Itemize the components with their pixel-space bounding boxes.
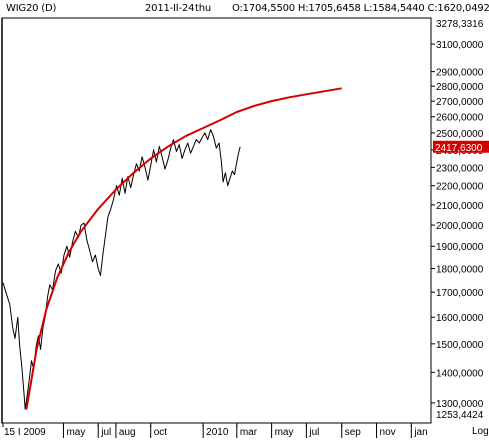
plot-frame [1,17,432,424]
y-tick-label: 1400,0000 [436,368,484,379]
y-tick-label: 1500,0000 [436,340,484,351]
y-tick-label: 1600,0000 [436,313,484,324]
x-tick-label: 2010 [206,427,229,438]
x-tick-label: jul [100,427,111,438]
x-tick-label: jan [413,427,427,438]
x-tick-label: nov [380,427,396,438]
y-tick-label: 1700,0000 [436,288,484,299]
date-label: 2011-II-24 [145,3,195,14]
y-tick-label: 2900,0000 [436,68,484,79]
log-scale-label: Log [472,426,489,437]
weekday-label: thu [195,3,211,14]
current-value-box [433,140,489,153]
y-tick-label: 2000,0000 [436,221,484,232]
y-tick-label: 2700,0000 [436,97,484,108]
x-tick-label: may [275,427,294,438]
y-min-label: 1253,4424 [436,410,484,421]
y-max-label: 3278,3316 [436,19,484,30]
x-tick-label: may [66,427,85,438]
x-tick-label: aug [119,427,136,438]
ohlc-label: O:1704,5500 H:1705,6458 L:1584,5440 C:16… [232,3,489,14]
y-tick-label: 2100,0000 [436,201,484,212]
current-value-marker: 2417,6300 [433,140,489,154]
chart-header: WIG20 (D) 2011-II-24 thu O:1704,5500 H:1… [0,0,489,18]
y-tick-label: 2300,0000 [436,163,484,174]
y-tick-label: 2800,0000 [436,82,484,93]
y-axis: 3278,3316 1300,0000 1400,0000 1500,0000 1600… [431,19,484,421]
y-tick-label: 2200,0000 [436,182,484,193]
price-series-line [2,129,241,410]
y-tick-label: 2600,0000 [436,113,484,124]
y-tick-label: 3100,0000 [436,40,484,51]
series-layer [2,87,342,410]
current-value-label: 2417,6300 [435,143,483,154]
x-tick-label: 15 I 2009 [4,427,46,438]
x-tick-label: sep [345,427,362,438]
symbol-label: WIG20 (D) [6,3,57,14]
x-tick-label: mar [240,427,258,438]
x-tick-label: oct [154,427,168,438]
y-tick-label: 1900,0000 [436,242,484,253]
y-tick-label: 2500,0000 [436,129,484,140]
y-tick-label: 1300,0000 [436,399,484,410]
x-axis: 15 I 2009 may jul aug oct 2010 mar may jul sep nov… [2,423,428,438]
y-tick-label: 1800,0000 [436,265,484,276]
x-tick-label: jul [308,427,319,438]
trend-curve-line [25,87,342,410]
